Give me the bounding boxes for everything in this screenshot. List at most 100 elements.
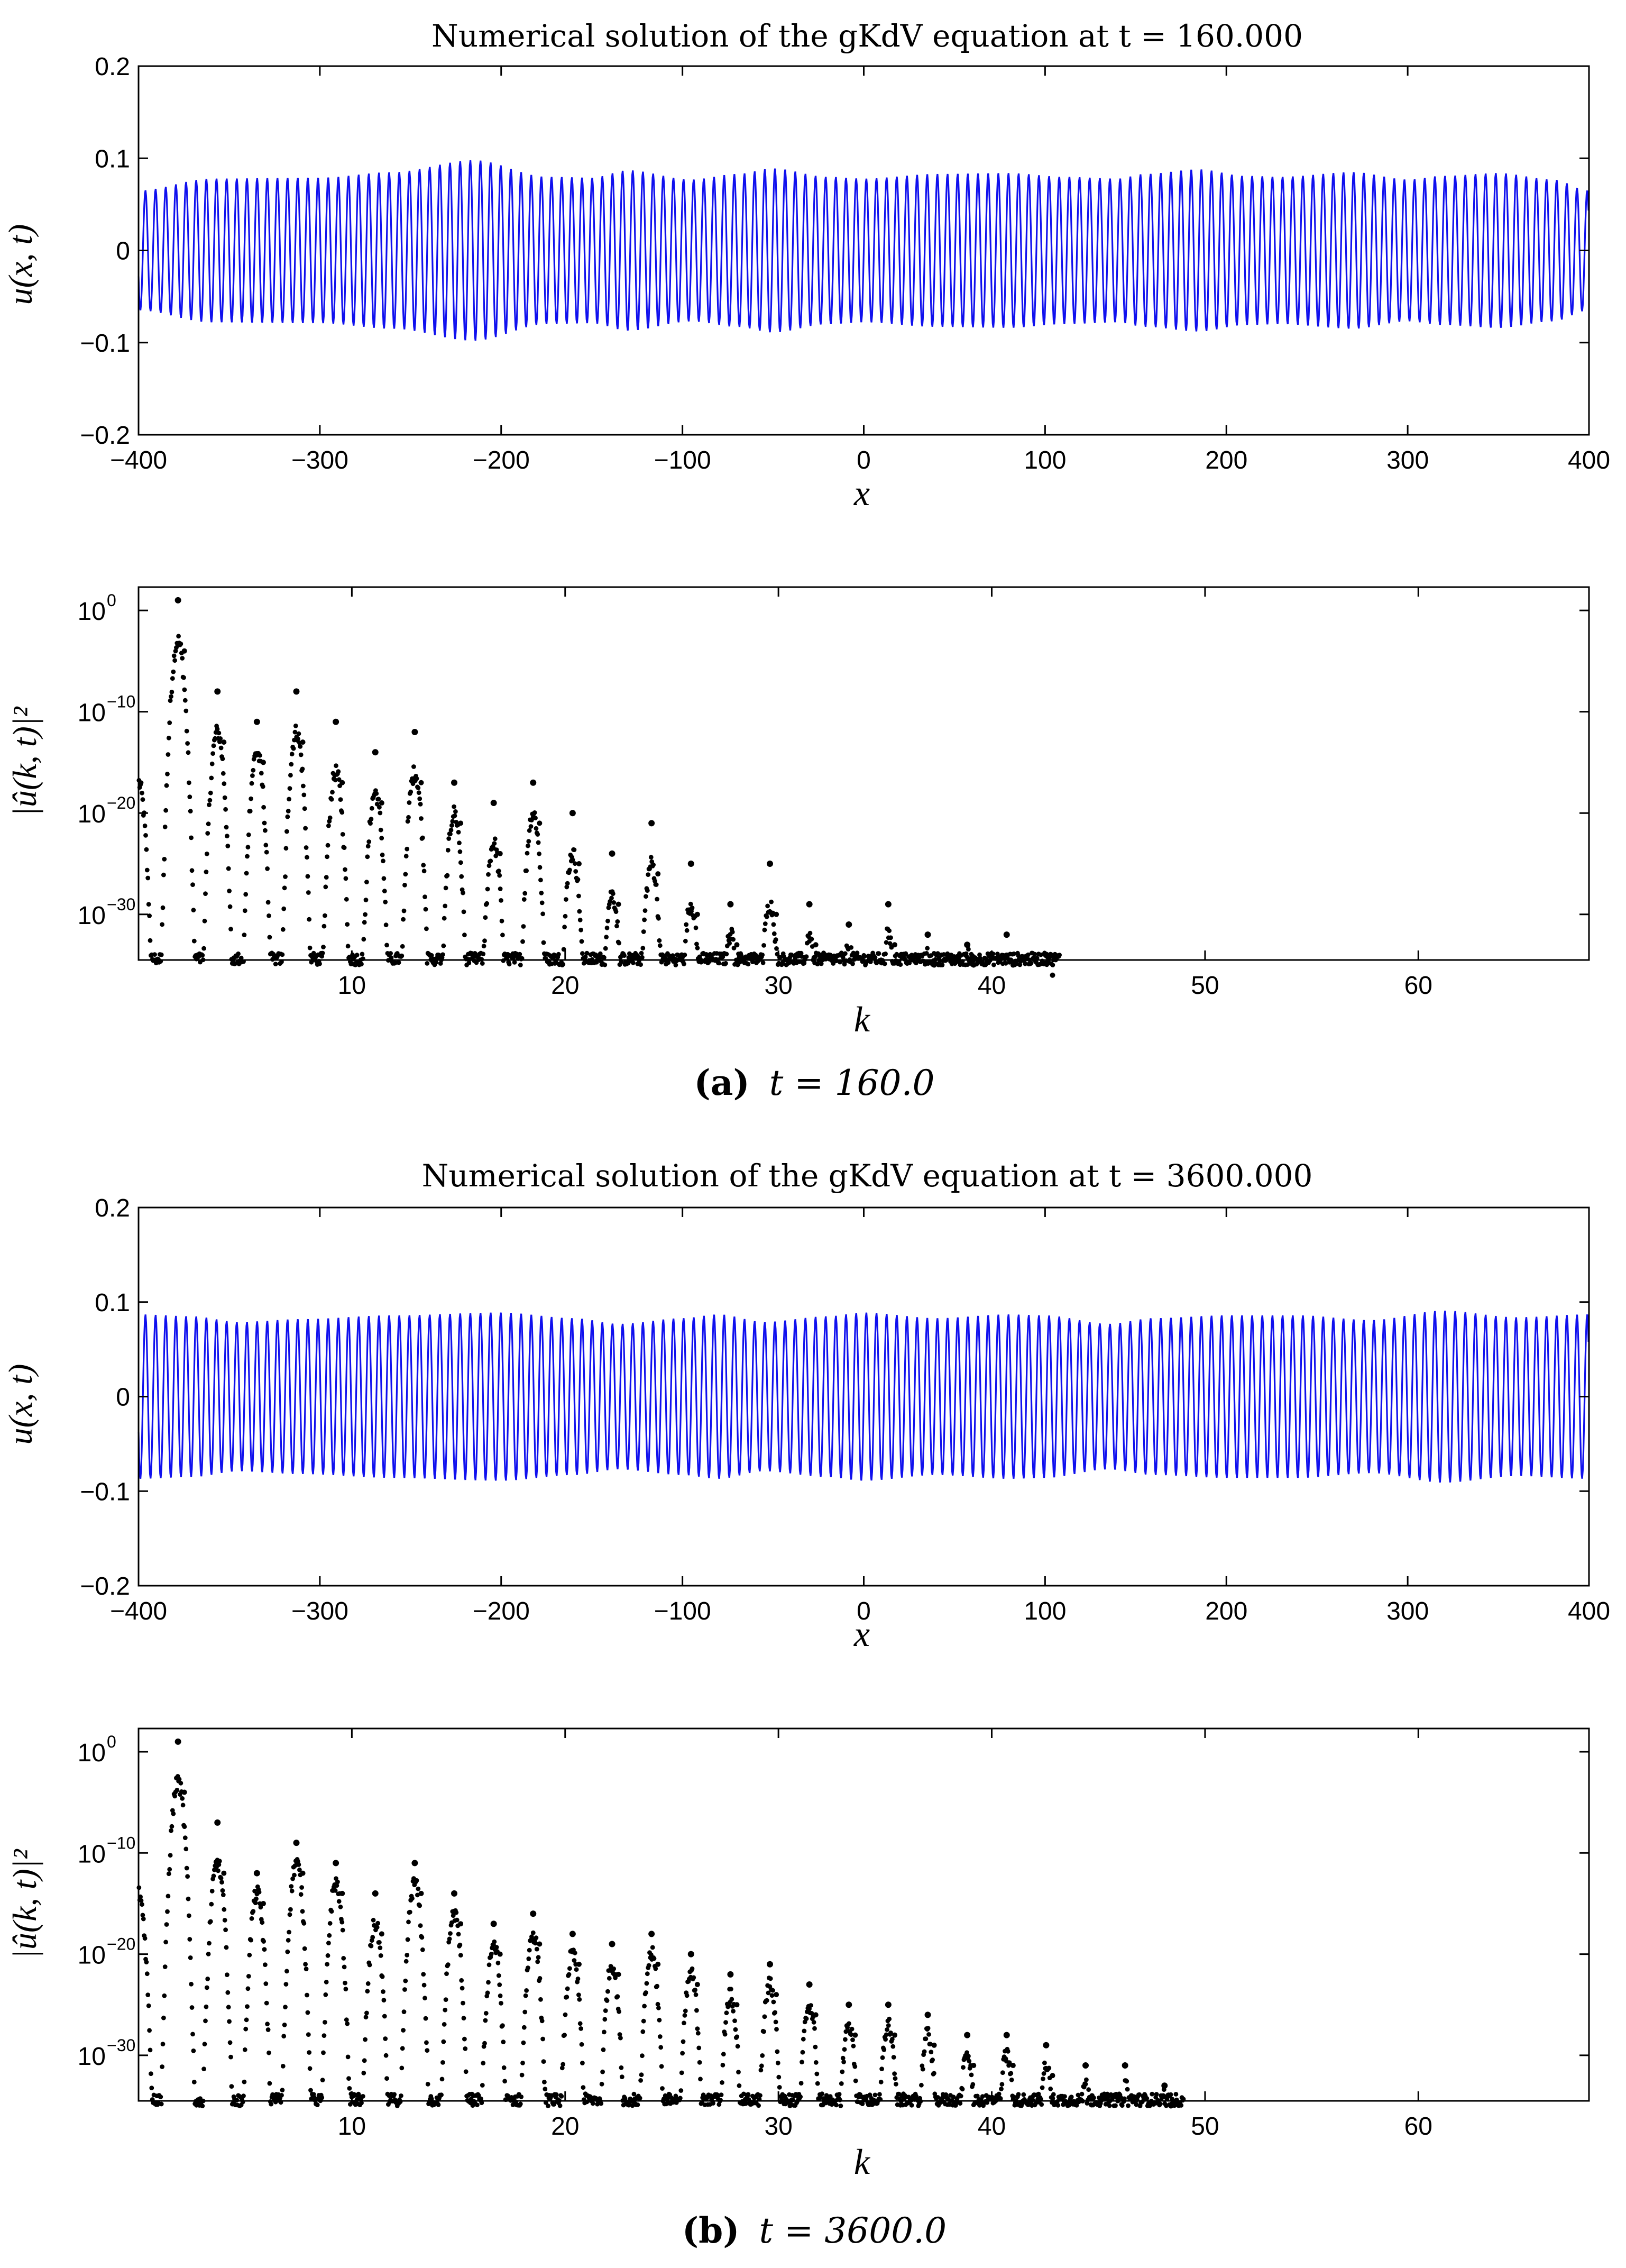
spectrum-point xyxy=(284,1969,289,1974)
spectrum-point xyxy=(577,2021,583,2026)
spectrum-point xyxy=(452,813,457,818)
spectrum-peak-point xyxy=(806,901,813,908)
spectrum-point xyxy=(684,928,690,933)
spectrum-point xyxy=(365,844,371,849)
spectrum-point xyxy=(1050,963,1055,967)
spectrum-point xyxy=(1040,2085,1045,2090)
spectrum-point xyxy=(642,2004,647,2009)
spectrum-point xyxy=(521,2040,526,2045)
spectrum-point xyxy=(966,2054,971,2059)
spectrum-point xyxy=(289,752,295,757)
spectrum-point xyxy=(217,1859,222,1864)
spectrum-point xyxy=(380,852,385,857)
spectrum-point xyxy=(802,961,807,966)
spectrum-point xyxy=(590,2101,595,2106)
spectrum-point xyxy=(540,2036,545,2042)
spectrum-point xyxy=(711,2101,715,2106)
x-tick-label: 10 xyxy=(338,972,366,1000)
spectrum-point xyxy=(169,1824,174,1829)
spectrum-point xyxy=(461,890,465,895)
spectrum-point xyxy=(283,846,289,851)
spectrum-point xyxy=(532,810,537,815)
spectrum-point xyxy=(379,836,384,840)
spectrum-peak-point xyxy=(687,861,694,867)
spectrum-point xyxy=(190,2032,195,2037)
spectrum-point xyxy=(577,1997,582,2002)
spectrum-point xyxy=(645,888,650,893)
x-tick-label: −200 xyxy=(473,446,530,474)
spectrum-point xyxy=(563,2012,568,2017)
spectrum-point xyxy=(345,2054,351,2060)
spectrum-point xyxy=(605,918,610,923)
spectrum-point xyxy=(773,2019,778,2025)
spectrum-peak-point xyxy=(569,810,576,817)
spectrum-point xyxy=(646,1963,651,1968)
spectrum-point xyxy=(526,1956,531,1961)
spectrum-point xyxy=(801,2036,806,2042)
spectrum-point xyxy=(602,2029,607,2035)
spectrum-point xyxy=(211,743,216,748)
spectrum-point xyxy=(535,832,540,837)
spectrum-point xyxy=(684,1993,690,1998)
spectrum-point xyxy=(762,927,767,932)
spectrum-point xyxy=(463,2069,468,2074)
spectrum-point xyxy=(142,824,148,828)
spectrum-point xyxy=(171,669,176,674)
spectrum-peak-point xyxy=(411,1860,418,1867)
x-tick-label: 10 xyxy=(338,2112,366,2141)
spectrum-point xyxy=(317,961,322,966)
spectrum-point xyxy=(499,898,503,903)
spectrum-peak-point xyxy=(892,942,897,948)
spectrum-point xyxy=(315,2102,320,2108)
spectrum-point xyxy=(168,698,173,703)
spectrum-point xyxy=(519,2095,524,2099)
x-tick-label: 0 xyxy=(857,446,871,474)
wave-plot-b-ylabel: u(x, t) xyxy=(2,1364,39,1445)
spectrum-point xyxy=(304,845,309,850)
spectrum-point xyxy=(341,1956,346,1961)
spectrum-point xyxy=(451,1913,456,1918)
spectrum-point xyxy=(282,2023,287,2027)
spectrum-point xyxy=(166,1894,171,1899)
spectrum-point xyxy=(638,2078,643,2083)
spectrum-point xyxy=(445,848,451,853)
spectrum-point xyxy=(288,1907,293,1912)
spectrum-point xyxy=(578,927,583,932)
spectrum-point xyxy=(576,1992,581,1998)
spectrum-point xyxy=(383,922,389,928)
spectrum-point xyxy=(484,901,490,906)
spectrum-point xyxy=(1055,2103,1061,2108)
spectrum-peak-point xyxy=(537,820,543,826)
spectrum-point xyxy=(364,880,369,884)
spectrum-point xyxy=(694,941,699,947)
spectrum-point xyxy=(1042,2060,1047,2065)
spectrum-point xyxy=(363,912,368,917)
spectrum-point xyxy=(289,1884,294,1889)
spectrum-point xyxy=(299,1885,304,1890)
spectrum-point xyxy=(282,885,287,891)
spectrum-point xyxy=(254,1896,259,1901)
spectrum-peak-point xyxy=(379,1931,384,1937)
y-tick-label: 0.1 xyxy=(95,145,130,173)
spectrum-point xyxy=(497,1982,502,1987)
spectrum-point xyxy=(343,1987,348,1992)
y-tick-exponent: −30 xyxy=(107,895,135,914)
spectrum-point xyxy=(880,2055,885,2060)
spectrum-point xyxy=(765,903,770,909)
spectrum-peak-point xyxy=(1010,962,1016,968)
spectrum-point xyxy=(838,2104,843,2108)
spectrum-point xyxy=(325,1953,330,1958)
spectrum-point xyxy=(370,1935,375,1940)
spectrum-point xyxy=(534,1935,539,1941)
spectrum-point xyxy=(746,2092,751,2097)
spectrum-point xyxy=(1009,2077,1014,2082)
spectrum-point xyxy=(730,929,735,935)
spectrum-point xyxy=(324,1980,329,1984)
spectrum-point xyxy=(280,2064,286,2069)
spectrum-point xyxy=(500,932,505,938)
spectrum-point xyxy=(403,1978,408,1983)
y-tick-exponent: −10 xyxy=(107,692,135,711)
spectrum-point xyxy=(958,2101,963,2106)
spectrum-point xyxy=(658,2045,664,2050)
spectrum-point xyxy=(161,2015,166,2020)
